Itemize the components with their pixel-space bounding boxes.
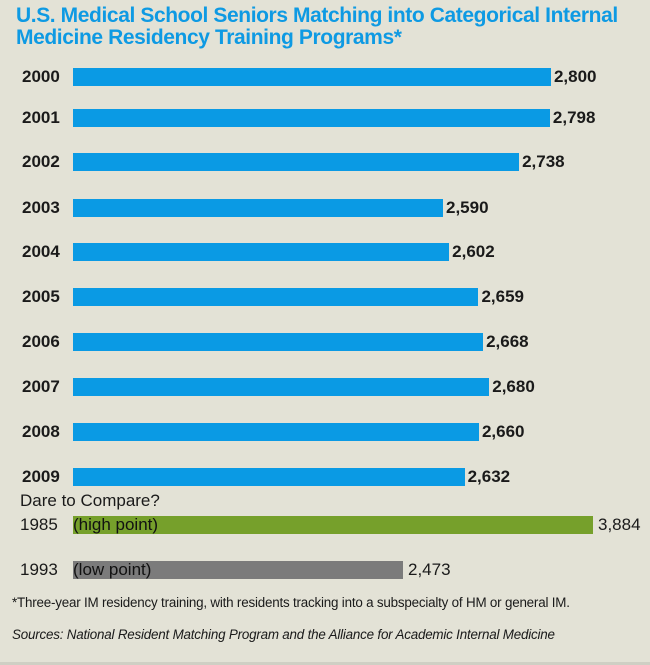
bar-2005 [73,288,479,306]
category-label: 2007 [22,377,60,396]
category-label: 2001 [22,108,60,127]
compare-note: (high point) [73,515,159,534]
category-label: 2002 [22,152,60,171]
value-label-2005: 2,659 [481,287,524,306]
value-label-2008: 2,660 [481,422,525,441]
value-label-2006: 2,668 [486,332,529,351]
bar-2007 [73,378,490,396]
bar-2006 [73,333,484,351]
bottom-divider [0,662,650,665]
bar-row: 2007 2,680 [0,376,650,398]
value-label-2007: 2,680 [492,377,535,396]
compare-note: (low point) [73,560,152,579]
bar-2004 [73,243,450,261]
bar-2003 [73,199,443,217]
category-label: 2008 [22,422,60,441]
value-label-1985: 3,884 [598,515,641,534]
value-label-2001: 2,798 [552,108,596,127]
bar-2000 [73,68,551,86]
category-label: 2005 [22,287,60,306]
bar-row: 2000 2,800 [0,66,650,88]
bar-row: 2005 2,659 [0,286,650,308]
compare-year: 1993 [20,560,58,579]
category-label: 2003 [22,198,60,217]
compare-year: 1985 [20,515,58,534]
value-label-1993: 2,473 [408,560,451,579]
bar-row: 2004 2,602 [0,241,650,263]
category-label: 2006 [22,332,60,351]
sources-note: Sources: National Resident Matching Prog… [12,627,555,642]
chart-title: U.S. Medical School Seniors Matching int… [16,4,618,49]
value-label-2002: 2,738 [522,152,565,171]
bar-row: 2003 2,590 [0,197,650,219]
category-label: 2004 [22,242,60,261]
value-label-2004: 2,602 [452,242,495,261]
bar-row: 2002 2,738 [0,151,650,173]
bar-row: 2001 2,798 [0,107,650,129]
value-label-2003: 2,590 [446,198,489,217]
bar-2002 [73,153,520,171]
category-label: 2009 [22,467,60,486]
footnote: *Three-year IM residency training, with … [12,595,570,610]
compare-label: 1985 [20,514,72,536]
bar-2001 [73,109,550,127]
compare-heading: Dare to Compare? [20,491,160,510]
compare-row-low: 1993 (low point) 2,473 [0,559,650,581]
compare-label: 1993 [20,559,72,581]
bar-2008 [73,423,479,441]
value-label-2009: 2,632 [467,467,511,486]
bar-row: 2009 2,632 [0,466,650,488]
bar-1985 [73,516,593,534]
bar-1993 [73,561,403,579]
category-label: 2000 [22,67,60,86]
value-label-2000: 2,800 [553,67,597,86]
bar-row: 2008 2,660 [0,421,650,443]
bar-2009 [73,468,465,486]
compare-row-high: 1985 (high point) 3,884 [0,514,650,536]
bar-row: 2006 2,668 [0,331,650,353]
